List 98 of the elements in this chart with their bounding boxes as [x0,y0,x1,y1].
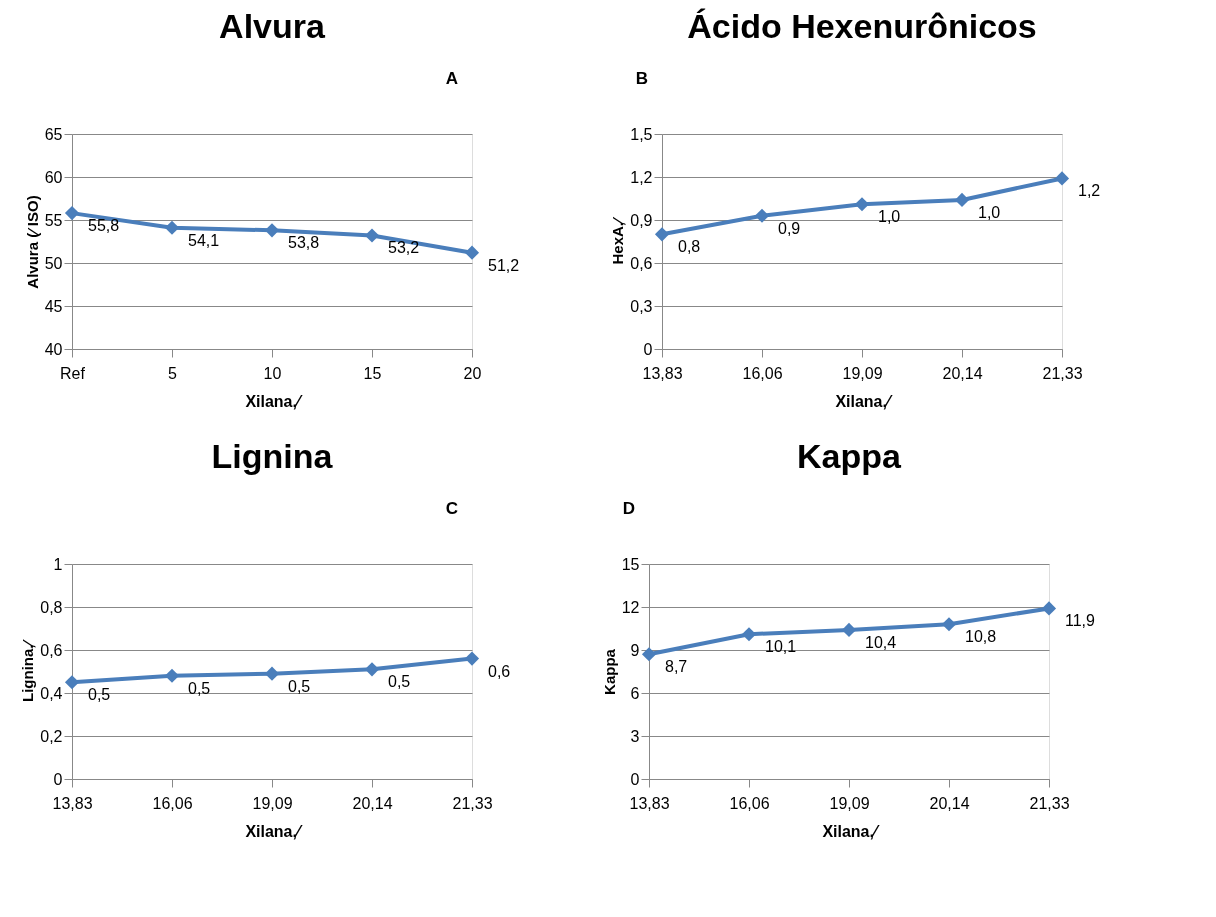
data-label: 10,8 [965,628,997,646]
data-label: 0,5 [188,679,211,697]
x-tick-label: 13,83 [52,794,93,812]
point [1041,601,1057,616]
y-tick-label: 55 [44,211,63,229]
x-axis-title: Xilana,⁄ [822,822,880,840]
x-tick-label: 20,14 [352,794,393,812]
x-axis-title: Xilana,⁄ [835,392,893,410]
text: A [445,69,459,88]
y-tick-label: 0,8 [40,598,63,616]
y-tick-label: 0,4 [40,684,63,702]
chart-title: Ácido Hexenurônicos [687,7,1037,45]
data-label: 8,7 [665,658,688,676]
point [164,668,180,683]
y-axis-title: Lignina,⁄ [19,638,37,702]
x-tick-label: 19,09 [842,364,883,382]
data-label: 11,9 [1065,612,1096,630]
y-axis-title: HexA,⁄ [609,216,627,265]
x-axis-title: Xilana,⁄ [245,392,303,410]
point [464,245,480,260]
y-tick-label: 0 [630,770,640,788]
text: B [635,69,649,88]
x-tick-label: 13,83 [642,364,683,382]
point [841,622,857,637]
x-tick-label: 20 [463,364,482,382]
data-label: 0,5 [288,677,311,695]
y-tick-label: 12 [621,598,640,616]
data-label: 0,9 [778,219,801,237]
x-tick-label: 16,06 [742,364,783,382]
point [264,223,280,238]
data-label: 54,1 [188,231,220,249]
data-label: 1,0 [978,203,1001,221]
data-label: 0,5 [388,673,411,691]
point [654,227,670,242]
chart-title: Lignina [211,437,334,475]
y-tick-label: 0,3 [630,297,653,315]
data-label: 1,2 [1078,182,1101,200]
data-label: 0,6 [488,662,511,680]
point [464,651,480,666]
y-tick-label: 15 [621,555,640,573]
y-tick-label: 65 [44,125,63,143]
data-label: 53,2 [388,239,420,257]
y-axis-title: Alvura (⁄ ISO) [23,195,41,289]
x-tick-label: 10 [263,364,282,382]
point [64,675,80,690]
text: C [445,499,459,518]
y-tick-label: 3 [630,727,640,745]
x-tick-label: 19,09 [252,794,293,812]
data-label: 10,4 [865,633,897,651]
y-tick-label: 0 [643,340,653,358]
point [364,662,380,677]
y-tick-label: 50 [44,254,63,272]
y-tick-label: 1 [53,555,63,573]
point [264,666,280,681]
data-label: 10,1 [765,638,797,656]
y-tick-label: 40 [44,340,63,358]
point [754,208,770,223]
x-tick-label: 20,14 [929,794,970,812]
y-tick-label: 9 [630,641,640,659]
y-tick-label: 6 [630,684,640,702]
data-label: 53,8 [288,234,320,252]
x-tick-label: 15 [363,364,382,382]
y-tick-label: 0,9 [630,211,653,229]
x-tick-label: 21,33 [1042,364,1083,382]
y-tick-label: 0 [53,770,63,788]
x-tick-label: 19,09 [829,794,870,812]
x-tick-label: 16,06 [152,794,193,812]
point [164,220,180,235]
point [854,197,870,212]
y-tick-label: 0,2 [40,727,63,745]
data-label: 0,8 [678,238,701,256]
y-tick-label: 45 [44,297,63,315]
point [941,617,957,632]
x-tick-label: 13,83 [629,794,670,812]
x-tick-label: 21,33 [452,794,493,812]
x-tick-label: Ref [60,364,86,382]
y-axis-title: Kappa [600,648,618,695]
data-label: 55,8 [88,217,120,235]
y-tick-label: 1,5 [630,125,653,143]
y-tick-label: 0,6 [40,641,63,659]
point [364,228,380,243]
data-label: 0,5 [88,686,111,704]
x-tick-label: 20,14 [942,364,983,382]
text: D [622,499,636,518]
x-tick-label: 21,33 [1029,794,1070,812]
point [954,192,970,207]
data-label: 51,2 [488,256,520,274]
y-tick-label: 0,6 [630,254,653,272]
x-tick-label: 16,06 [729,794,770,812]
data-label: 1,0 [878,208,901,226]
point [741,627,757,642]
chart-title: Alvura [219,7,326,45]
chart-title: Kappa [797,437,903,475]
x-axis-title: Xilana,⁄ [245,822,303,840]
x-tick-label: 5 [168,364,178,382]
y-tick-label: 1,2 [630,168,653,186]
point [1054,171,1070,186]
y-tick-label: 60 [44,168,63,186]
